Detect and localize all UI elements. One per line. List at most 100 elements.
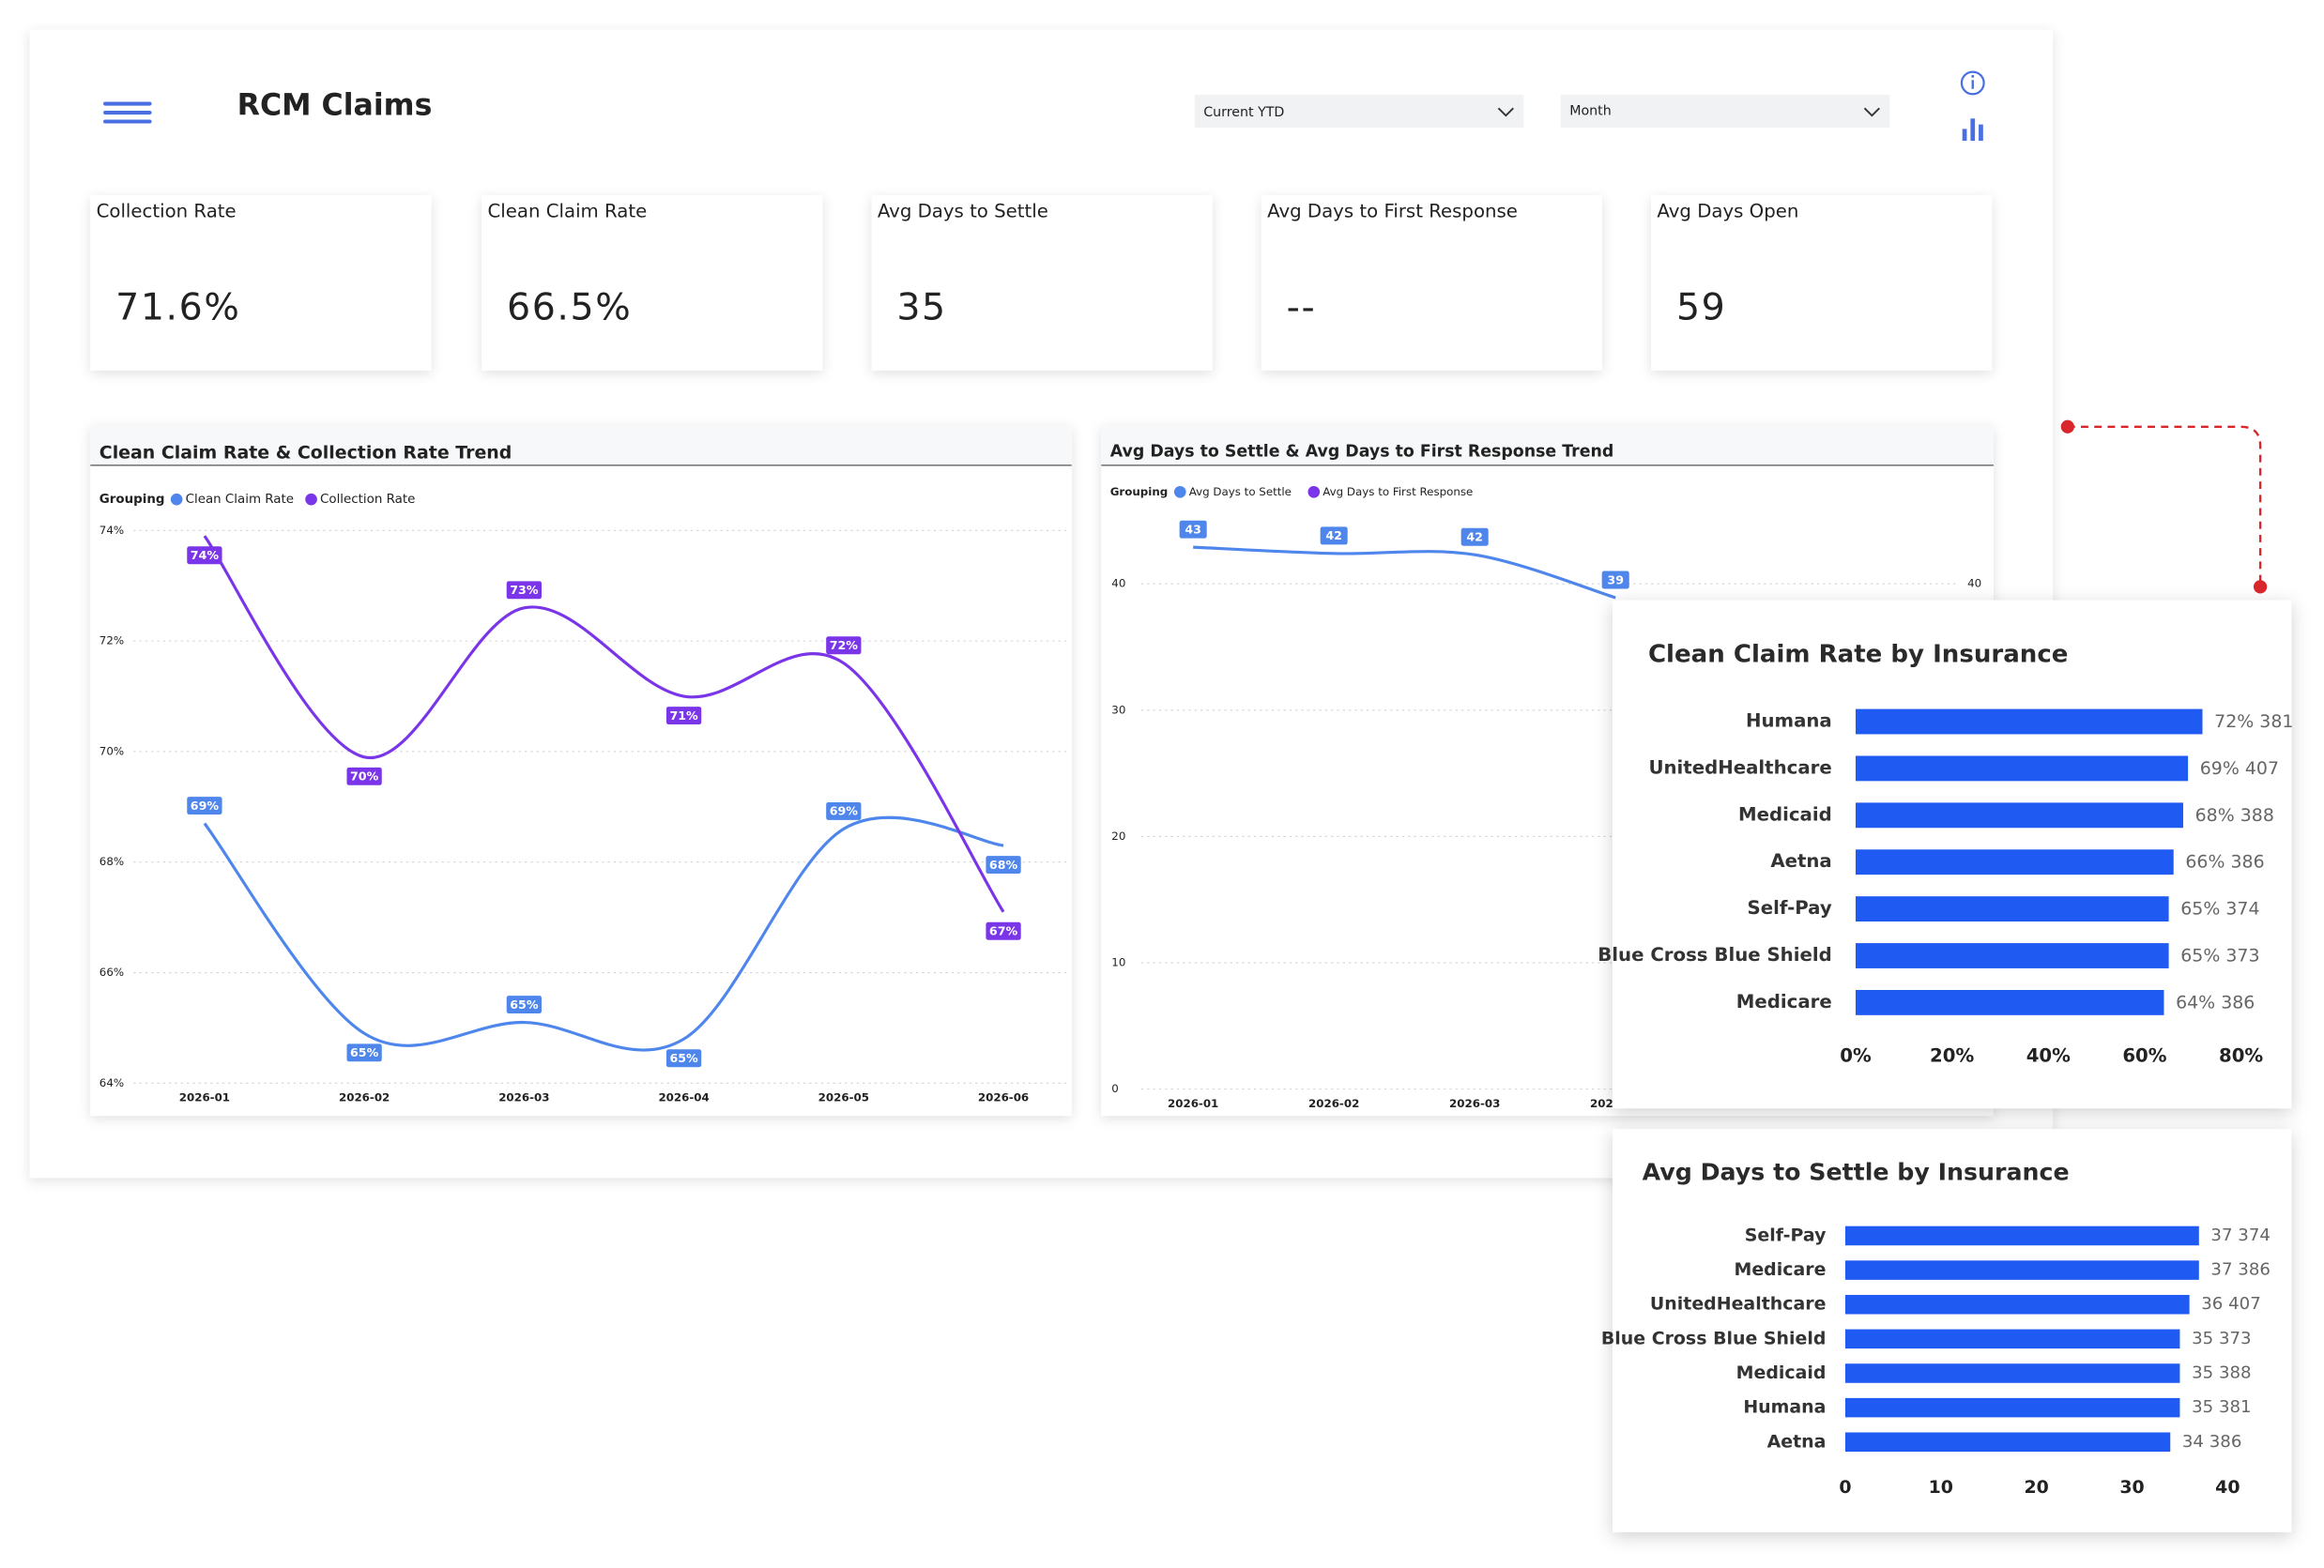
x-tick-label: 30 [2119,1477,2144,1498]
page-title: RCM Claims [237,89,433,123]
data-label: 65% 373 [2180,945,2259,966]
data-label: 72% 381 [2214,711,2293,732]
data-label: 68% [989,858,1018,872]
data-label: 71% [669,708,698,723]
legend-title: Grouping [99,493,165,507]
x-tick-label: 20 [2024,1477,2048,1498]
chart-title: Clean Claim Rate by Insurance [1648,640,2069,668]
kpi-label: Collection Rate [97,200,237,221]
y-tick-label: Medicare [1736,991,1832,1012]
chart-title: Clean Claim Rate & Collection Rate Trend [99,443,512,464]
data-label-box [506,996,542,1014]
y-tick-label: Blue Cross Blue Shield [1601,1328,1827,1348]
kpi-card-bg [90,195,432,371]
count-label: 388 [2219,1363,2252,1383]
data-label: 65% [510,997,539,1012]
data-label-box [986,921,1021,940]
data-label: 43 [1185,522,1201,536]
kpi-card: Collection Rate 71.6% [90,195,432,371]
y-tick-label: 10 [1111,956,1125,969]
data-label: 69% [830,804,859,818]
count-label: 373 [2225,945,2259,966]
data-label-box [665,707,702,725]
bar [1844,1225,2199,1246]
y-tick-label: Self-Pay [1745,1225,1827,1245]
data-label: 37 386 [2210,1260,2270,1280]
chart-header [90,425,1072,465]
x-tick-label: 2026-02 [1308,1097,1359,1110]
y-tick-label: Humana [1746,710,1832,732]
kpi-card-bg [482,195,823,371]
data-label: 35 381 [2192,1397,2252,1417]
data-label-box [1179,520,1207,539]
kpi-card: Avg Days to First Response -- [1261,195,1602,371]
x-tick-label: 40 [2215,1477,2240,1498]
kpi-value: -- [1287,286,1317,329]
y-tick-label: Medicare [1734,1259,1826,1280]
kpi-value: 66.5% [507,286,632,329]
chart-title: Avg Days to Settle & Avg Days to First R… [1110,443,1614,462]
chart-title: Avg Days to Settle by Insurance [1643,1159,2070,1186]
data-label-box [826,801,862,820]
kpi-label: Avg Days to First Response [1267,200,1518,221]
bar [1856,708,2203,735]
y-tick-label: 20 [1111,830,1125,843]
legend-label: Avg Days to First Response [1323,485,1473,498]
y-tick-label: 68% [99,855,124,868]
data-label-box [187,546,222,565]
value-label: 35 [2192,1363,2213,1383]
kpi-label: Avg Days Open [1657,200,1798,221]
data-label: 69% [191,799,220,813]
series-line [1193,545,1616,600]
data-label: 37 374 [2210,1225,2270,1245]
y-tick-label: Aetna [1767,1431,1827,1452]
y-tick-label: 0 [1111,1082,1119,1095]
info-icon[interactable] [1960,70,1985,96]
value-label: 66% [2185,851,2225,872]
legend-label: Clean Claim Rate [186,493,294,507]
chart-header [1101,425,1994,465]
dropdown[interactable]: Month [1560,95,1890,128]
data-label-box [986,856,1021,875]
data-label: 35 388 [2192,1363,2252,1383]
count-label: 373 [2219,1329,2252,1348]
bar-chart-card: Clean Claim Rate by Insurance 0% 20% 40% 60%… [1598,600,2293,1109]
series-line [203,815,1004,1052]
data-label-box [346,1043,382,1062]
y2-tick-label: 40 [1967,577,1981,590]
y-tick-label: UnitedHealthcare [1649,756,1832,778]
x-tick-label: 20% [1930,1044,1974,1066]
value-label: 34 [2182,1432,2204,1452]
data-label: 39 [1607,572,1624,586]
data-label: 74% [191,548,220,562]
x-tick-label: 2026-01 [179,1091,230,1104]
connector [2067,425,2262,587]
chart-icon[interactable] [1962,118,1983,142]
kpi-value: 59 [1676,286,1726,329]
legend-swatch [1173,485,1186,498]
data-label-box [346,767,382,785]
bar [1856,849,2174,875]
data-label: 67% [989,924,1018,938]
kpi-card: Avg Days Open 59 [1651,195,1993,371]
x-tick-label: 80% [2219,1044,2263,1066]
x-tick-label: 60% [2122,1044,2166,1066]
bar [1844,1329,2180,1349]
y-tick-label: 74% [99,524,124,537]
menu-button[interactable] [103,101,152,124]
x-tick-label: 2026-03 [1449,1097,1500,1110]
dropdown-value: Month [1569,103,1612,118]
legend-swatch [305,493,317,506]
dropdown[interactable]: Current YTD [1194,95,1524,128]
kpi-card-bg [871,195,1213,371]
x-tick-label: 2026-04 [658,1091,709,1104]
data-label: 72% [830,638,859,652]
data-label: 66% 386 [2185,851,2264,872]
x-tick-label: 2026-05 [818,1091,869,1104]
bar [1856,943,2169,968]
value-label: 64% [2176,992,2215,1012]
kpi-label: Avg Days to Settle [878,200,1048,221]
data-label-box [187,797,222,815]
data-label: 42 [1325,528,1342,542]
count-label: 407 [2245,757,2279,778]
